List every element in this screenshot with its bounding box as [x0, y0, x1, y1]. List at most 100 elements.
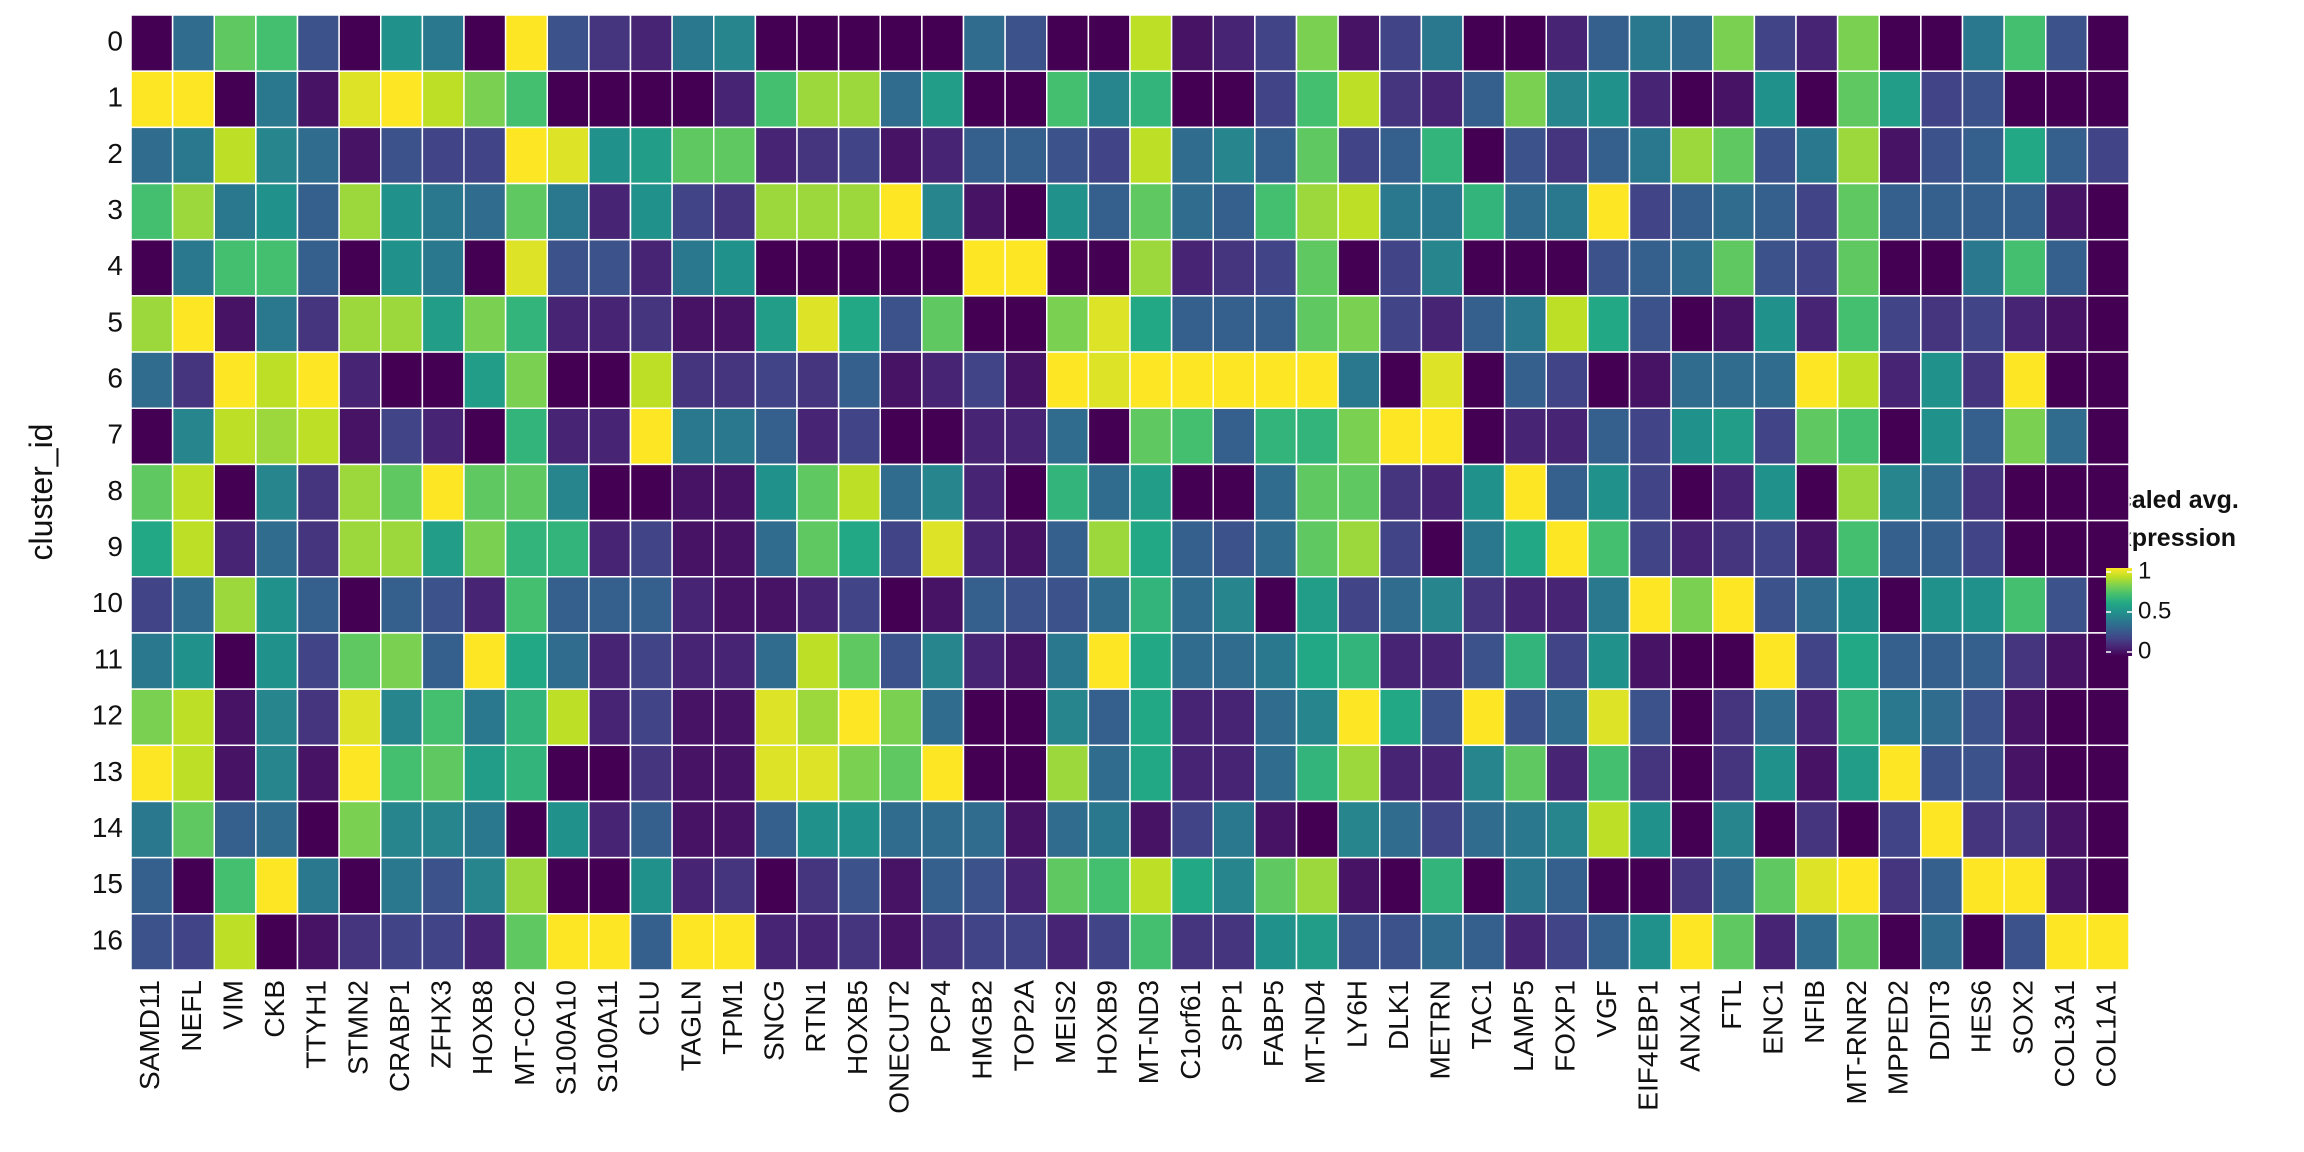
x-tick-label: COL1A1 [2091, 980, 2122, 1087]
heatmap-cell [1878, 463, 1922, 522]
heatmap-cell [1795, 576, 1839, 634]
heatmap-cell [1712, 744, 1756, 803]
heatmap-cell [1961, 744, 2005, 803]
heatmap-cell [921, 744, 965, 803]
heatmap-cell [713, 351, 757, 409]
heatmap-cell [1170, 800, 1214, 859]
heatmap-cell [1420, 70, 1464, 129]
heatmap-cell [754, 576, 798, 634]
heatmap-cell [380, 576, 424, 634]
heatmap-cell [1379, 800, 1423, 859]
heatmap-cell [2045, 632, 2089, 690]
colorbar-tick-label: 0 [2138, 637, 2151, 664]
heatmap-cell [1420, 351, 1464, 409]
heatmap-cell [1836, 744, 1880, 803]
heatmap-cell [1670, 351, 1714, 409]
heatmap-cell [1670, 688, 1714, 747]
heatmap-cell [1212, 519, 1256, 578]
heatmap-cell [921, 182, 965, 241]
heatmap-cell [1420, 688, 1464, 747]
heatmap-cell [546, 913, 590, 971]
heatmap-cell [1087, 295, 1131, 353]
heatmap-cell [1503, 856, 1547, 915]
heatmap-cell [1545, 856, 1589, 915]
heatmap-cell [1878, 351, 1922, 409]
heatmap-cell [171, 182, 215, 241]
heatmap-cell [879, 576, 923, 634]
heatmap-cell [1545, 576, 1589, 634]
heatmap-cell [1379, 463, 1423, 522]
heatmap-cell [338, 913, 382, 971]
heatmap-cell [1753, 351, 1797, 409]
x-tick-label: HOXB9 [1092, 980, 1123, 1075]
heatmap-cell [1462, 70, 1506, 129]
heatmap-cell [213, 238, 257, 297]
heatmap-cell [1878, 856, 1922, 915]
heatmap-cell [1379, 351, 1423, 409]
heatmap-cell [588, 126, 632, 185]
heatmap-cell [1170, 744, 1214, 803]
heatmap-cell [130, 800, 174, 859]
heatmap-cell [130, 182, 174, 241]
heatmap-cell [296, 800, 340, 859]
heatmap-cell [296, 182, 340, 241]
heatmap-cell [1587, 576, 1631, 634]
heatmap-cell [962, 744, 1006, 803]
heatmap-cell [962, 913, 1006, 971]
heatmap-cell [1212, 913, 1256, 971]
heatmap-cell [1462, 913, 1506, 971]
heatmap-cell [754, 351, 798, 409]
heatmap-cell [463, 463, 507, 522]
heatmap-cell [1545, 238, 1589, 297]
heatmap-cell [1712, 800, 1756, 859]
heatmap-cell [2086, 744, 2130, 803]
heatmap-cell [421, 688, 465, 747]
heatmap-cell [1379, 295, 1423, 353]
heatmap-cell [1337, 632, 1381, 690]
heatmap-cell [2045, 463, 2089, 522]
heatmap-cell [338, 744, 382, 803]
heatmap-cell [1337, 463, 1381, 522]
heatmap-cell [1129, 632, 1173, 690]
heatmap-cell [1795, 913, 1839, 971]
heatmap-cell [671, 632, 715, 690]
heatmap-cell [1753, 295, 1797, 353]
heatmap-cell [1046, 688, 1090, 747]
heatmap-cell [1503, 913, 1547, 971]
heatmap-cell [1046, 576, 1090, 634]
heatmap-cell [296, 688, 340, 747]
heatmap-cell [338, 519, 382, 578]
heatmap-cell [837, 70, 881, 129]
heatmap-cell [1046, 182, 1090, 241]
heatmap-cell [1753, 576, 1797, 634]
heatmap-cell [1670, 576, 1714, 634]
heatmap-cell [1712, 463, 1756, 522]
heatmap-cell [713, 14, 757, 72]
heatmap-cell [1503, 351, 1547, 409]
heatmap-cell [296, 70, 340, 129]
heatmap-cell [463, 519, 507, 578]
heatmap-cell [962, 576, 1006, 634]
heatmap-cell [1587, 688, 1631, 747]
heatmap-cell [1004, 744, 1048, 803]
heatmap-cell [421, 14, 465, 72]
heatmap-cell [2086, 856, 2130, 915]
heatmap-cell [380, 856, 424, 915]
heatmap-cell [1046, 744, 1090, 803]
heatmap-cell [1920, 913, 1964, 971]
heatmap-cell [1712, 856, 1756, 915]
heatmap-cell [1878, 14, 1922, 72]
heatmap-cell [671, 800, 715, 859]
heatmap-cell [1254, 632, 1298, 690]
heatmap-cell [1295, 70, 1339, 129]
heatmap-cell [1420, 182, 1464, 241]
heatmap-cell [1961, 913, 2005, 971]
heatmap-cell [546, 407, 590, 466]
heatmap-cell [1836, 238, 1880, 297]
heatmap-cell [1337, 295, 1381, 353]
heatmap-cell [713, 70, 757, 129]
heatmap-cell [2086, 351, 2130, 409]
heatmap-cell [171, 856, 215, 915]
heatmap-cell [1254, 519, 1298, 578]
heatmap-cell [1462, 576, 1506, 634]
